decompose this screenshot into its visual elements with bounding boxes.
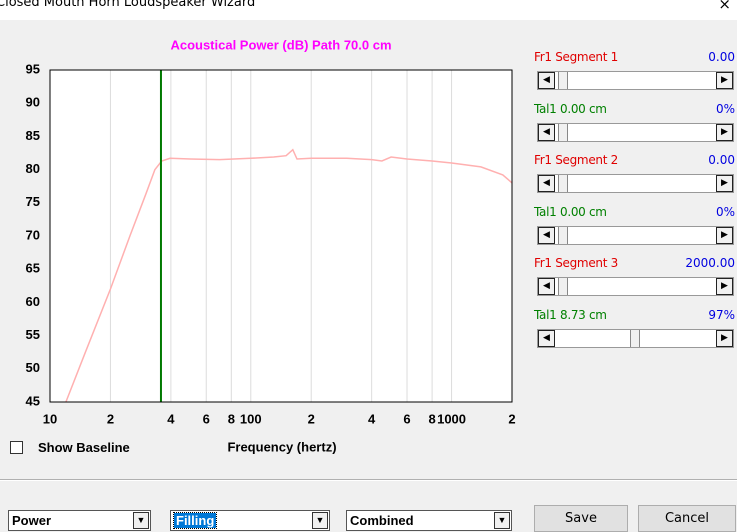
y-tick-label: 50 <box>26 360 40 375</box>
slider-left[interactable]: ◀ <box>538 175 555 193</box>
slider-value: 0% <box>715 101 735 116</box>
slider-thumb[interactable] <box>558 123 568 141</box>
slider-right[interactable]: ▶ <box>716 226 733 244</box>
x-tick-label: 4 <box>167 411 175 426</box>
dropdown[interactable]: Power ▼ <box>8 510 151 531</box>
dropdown-arrow[interactable]: ▼ <box>133 512 149 529</box>
plot-area <box>49 69 513 403</box>
dropdown[interactable]: Filling ▼ <box>170 510 330 531</box>
y-tick-label: 60 <box>26 294 40 309</box>
chart: Acoustical Power (dB) Path 70.0 cm Frequ… <box>26 37 516 454</box>
line-series <box>65 148 513 403</box>
slider-left[interactable]: ◀ <box>538 123 555 141</box>
x-axis-label: Frequency (hertz) <box>227 439 336 454</box>
dropdown[interactable]: Combined ▼ <box>346 510 512 531</box>
slider-left[interactable]: ◀ <box>538 226 555 244</box>
plot-area <box>49 69 513 403</box>
slider-right[interactable]: ▶ <box>716 330 733 347</box>
y-tick-label: 70 <box>26 227 40 242</box>
y-tick-label: 95 <box>26 61 40 76</box>
slider[interactable]: ◀ ▶ <box>537 225 734 245</box>
slider[interactable]: ◀ ▶ <box>537 277 734 297</box>
slider[interactable]: ◀ ▶ <box>537 122 734 142</box>
x-tick-label: 6 <box>403 411 410 426</box>
x-tick-label: 1000 <box>437 411 466 426</box>
slider-right[interactable]: ▶ <box>716 72 733 89</box>
y-tick-label: 90 <box>26 95 40 110</box>
close-button[interactable]: × <box>718 0 731 13</box>
window-title: Closed Mouth Horn Loudspeaker Wizard <box>0 0 256 10</box>
slider-left[interactable]: ◀ <box>538 72 555 89</box>
x-tick-label: 8 <box>228 411 235 426</box>
x-tick-label: 8 <box>428 411 435 426</box>
slider-label: Tal1 0.00 cm <box>534 204 607 219</box>
slider-label: Tal1 8.73 cm <box>534 308 607 322</box>
dropdown-text: Combined <box>350 513 414 528</box>
slider-thumb[interactable] <box>558 278 568 296</box>
y-tick-label: 80 <box>26 161 40 176</box>
slider-value: 0.00 <box>708 50 735 64</box>
slider-label: Fr1 Segment 1 <box>534 50 618 64</box>
slider-thumb[interactable] <box>630 330 640 347</box>
slider[interactable]: ◀ ▶ <box>537 71 734 90</box>
slider-thumb[interactable] <box>558 72 568 89</box>
dropdown-arrow[interactable]: ▼ <box>494 512 510 529</box>
slider-thumb[interactable] <box>558 175 568 193</box>
x-tick-label: 2 <box>107 411 114 426</box>
button[interactable]: Save <box>534 505 628 532</box>
slider[interactable]: ◀ ▶ <box>537 174 734 194</box>
y-tick-label: 55 <box>26 327 40 342</box>
dropdown-arrow[interactable]: ▼ <box>312 512 328 529</box>
slider-value: 2000.00 <box>685 256 735 271</box>
checkbox-label[interactable]: Show Baseline <box>38 440 130 455</box>
dropdown-text: Power <box>12 513 52 528</box>
y-tick-label: 85 <box>26 128 40 143</box>
button[interactable]: Cancel <box>638 505 736 532</box>
y-tick-label: 75 <box>26 194 40 209</box>
x-tick-label: 100 <box>240 411 262 426</box>
slider-value: 0.00 <box>708 153 735 168</box>
slider-right[interactable]: ▶ <box>716 175 733 193</box>
slider-thumb[interactable] <box>558 226 568 244</box>
slider-right[interactable]: ▶ <box>716 278 733 296</box>
slider[interactable]: ◀ ▶ <box>537 329 734 348</box>
slider-label: Tal1 0.00 cm <box>534 101 607 116</box>
slider-left[interactable]: ◀ <box>538 278 555 296</box>
checkbox[interactable] <box>10 441 23 454</box>
x-tick-label: 10 <box>43 411 57 426</box>
slider-value: 97% <box>708 308 735 322</box>
chart-title: Acoustical Power (dB) Path 70.0 cm <box>170 37 391 52</box>
slider-right[interactable]: ▶ <box>716 123 733 141</box>
slider-left[interactable]: ◀ <box>538 330 555 347</box>
title-bar: Closed Mouth Horn Loudspeaker Wizard × <box>0 0 737 20</box>
slider-value: 0% <box>715 204 735 219</box>
x-tick-label: 4 <box>368 411 376 426</box>
x-tick-label: 2 <box>308 411 315 426</box>
y-tick-label: 45 <box>26 393 40 408</box>
x-tick-label: 2 <box>508 411 515 426</box>
slider-label: Fr1 Segment 2 <box>534 153 618 168</box>
separator <box>0 479 737 481</box>
x-tick-label: 6 <box>203 411 210 426</box>
slider-label: Fr1 Segment 3 <box>534 256 618 271</box>
dropdown-text: Filling <box>172 512 218 529</box>
y-tick-label: 65 <box>26 261 40 276</box>
